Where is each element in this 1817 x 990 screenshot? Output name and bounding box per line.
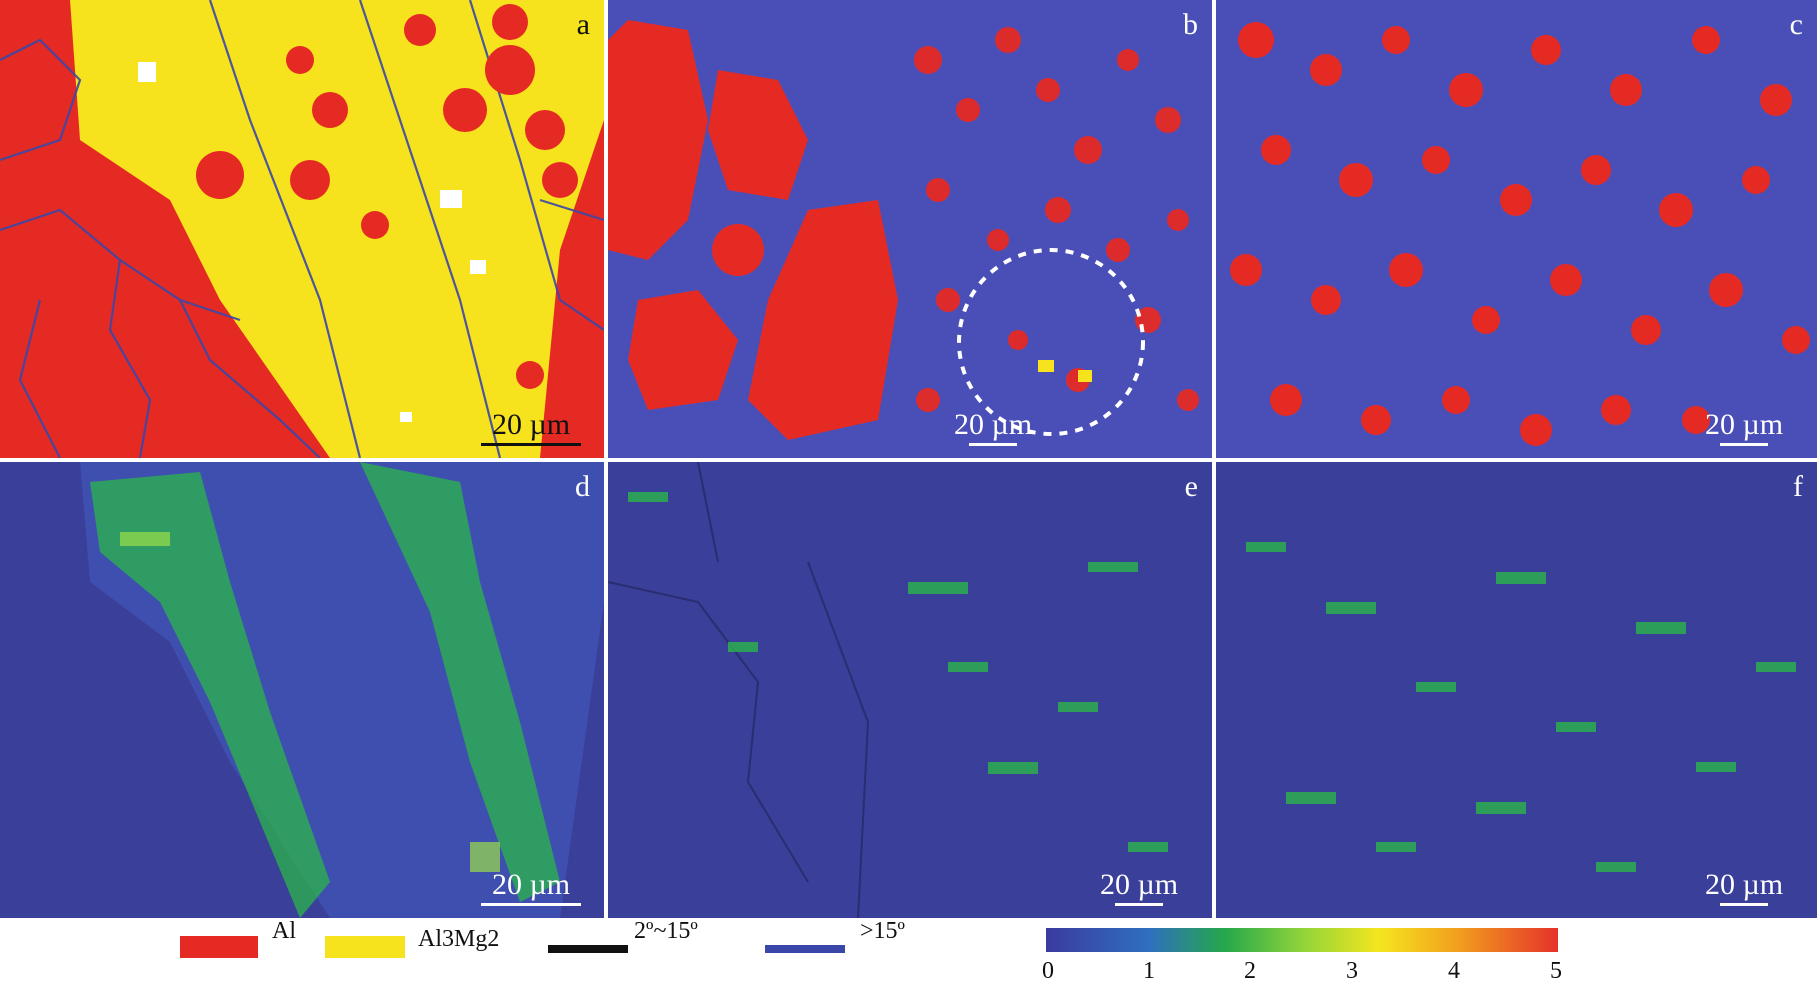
scale-line-d (481, 903, 581, 906)
legend-swatch-high-angle (765, 945, 845, 953)
scale-label-e: 20 µm (1099, 868, 1179, 901)
panel-letter-c: c (1789, 8, 1803, 41)
kam-map-e (608, 462, 1212, 918)
scale-line-e (1115, 903, 1163, 906)
legend-label-low-angle: 2º~15º (634, 918, 698, 944)
colorbar-tick-3: 3 (1346, 958, 1358, 984)
scale-label-f: 20 µm (1704, 868, 1784, 901)
scale-label-c: 20 µm (1704, 408, 1784, 441)
panel-f: f 20 µm (1216, 462, 1817, 918)
legend-swatch-low-angle (548, 945, 628, 953)
panel-letter-d: d (575, 470, 590, 503)
scale-bar-f: 20 µm (1689, 868, 1799, 906)
scale-label-a: 20 µm (491, 408, 571, 441)
colorbar-tick-4: 4 (1448, 958, 1460, 984)
colorbar-tick-2: 2 (1244, 958, 1256, 984)
panel-c: c 20 µm (1216, 0, 1817, 458)
panel-letter-f: f (1793, 470, 1803, 503)
legend-label-high-angle: >15º (860, 918, 905, 944)
phase-map-b (608, 0, 1212, 458)
panel-d: d 20 µm (0, 462, 604, 918)
panel-letter-e: e (1184, 470, 1198, 503)
scale-label-b: 20 µm (953, 408, 1033, 441)
scale-bar-e: 20 µm (1084, 868, 1194, 906)
colorbar-tick-5: 5 (1550, 958, 1562, 984)
kam-map-f (1216, 462, 1817, 918)
colorbar-tick-0: 0 (1042, 958, 1054, 984)
phase-map-a (0, 0, 604, 458)
panel-letter-b: b (1183, 8, 1198, 41)
scale-bar-a: 20 µm (476, 408, 586, 446)
scale-line-f (1720, 903, 1768, 906)
colorbar-tick-1: 1 (1143, 958, 1155, 984)
legend-swatch-al (180, 936, 258, 958)
legend-label-al: Al (272, 918, 296, 944)
scale-label-d: 20 µm (491, 868, 571, 901)
scale-bar-d: 20 µm (476, 868, 586, 906)
panel-b: b 20 µm (608, 0, 1212, 458)
legend: Al Al3Mg2 2º~15º >15º (0, 918, 1817, 990)
legend-swatch-al3mg2 (325, 936, 405, 958)
panel-letter-a: a (576, 8, 590, 41)
kam-map-d (0, 462, 604, 918)
panel-e: e 20 µm (608, 462, 1212, 918)
scale-line-c (1720, 443, 1768, 446)
kam-colorbar (1046, 928, 1558, 952)
scale-bar-c: 20 µm (1689, 408, 1799, 446)
scale-bar-b: 20 µm (938, 408, 1048, 446)
panel-a: a 20 µm (0, 0, 604, 458)
scale-line-a (481, 443, 581, 446)
legend-label-al3mg2: Al3Mg2 (418, 926, 500, 952)
scale-line-b (969, 443, 1017, 446)
phase-map-c (1216, 0, 1817, 458)
